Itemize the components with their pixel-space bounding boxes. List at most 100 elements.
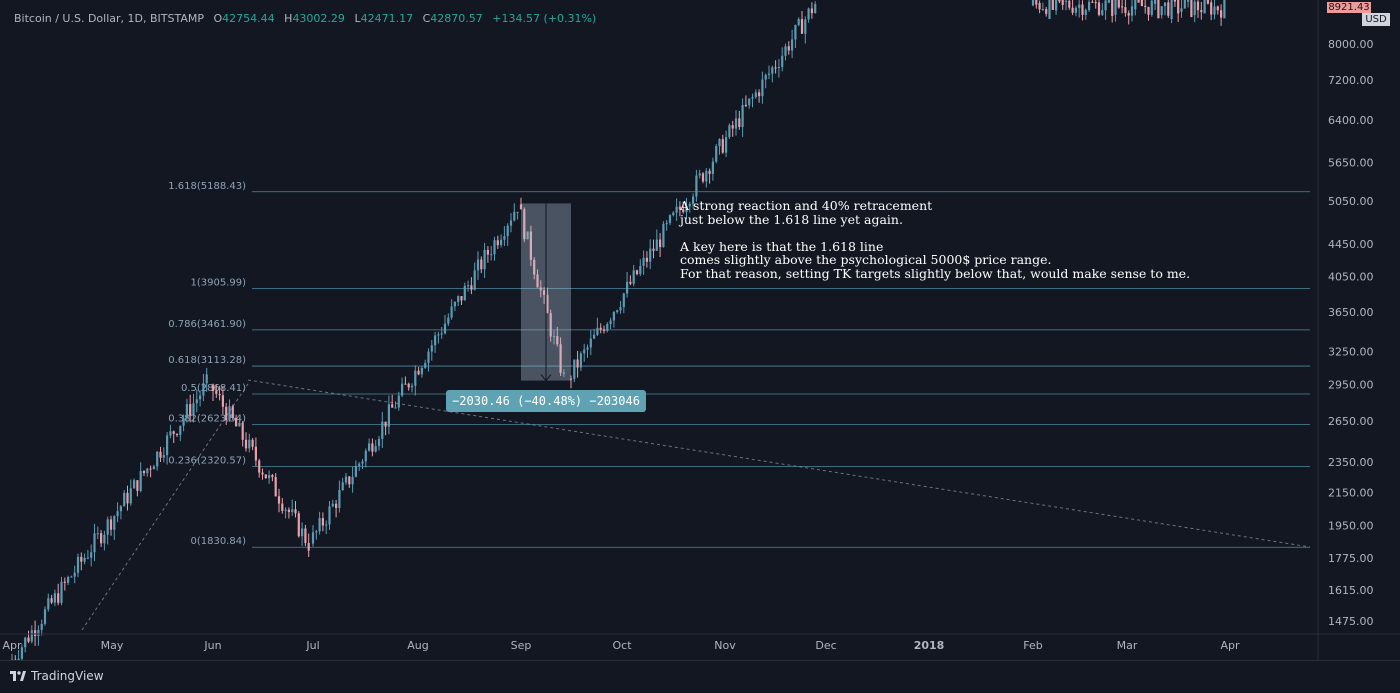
candle-body	[30, 630, 33, 642]
candle-body	[635, 270, 639, 275]
candle-body	[146, 468, 149, 474]
candle-body	[103, 534, 106, 544]
candle-body	[1061, 0, 1064, 6]
candle-body	[711, 161, 714, 174]
candle-body	[156, 451, 159, 467]
candle-body	[175, 433, 179, 435]
candle-body	[1187, 0, 1190, 2]
low-label: L	[354, 12, 361, 25]
candle-body	[70, 576, 73, 578]
candle-body	[1055, 0, 1058, 11]
candle-body	[543, 290, 546, 295]
candle-body	[53, 593, 56, 603]
candle-body	[509, 220, 513, 226]
candle-body	[1101, 10, 1104, 15]
candle-body	[523, 209, 526, 240]
candle-body	[377, 439, 381, 447]
time-tick-label: Oct	[612, 639, 632, 652]
time-tick-label: Apr	[2, 639, 22, 652]
candle-body	[596, 327, 599, 335]
candle-body	[463, 285, 466, 301]
candle-body	[274, 477, 277, 497]
annotation-text[interactable]: A strong reaction and 40% retracement ju…	[680, 198, 1191, 281]
candle-body	[447, 317, 450, 324]
candle-body	[794, 24, 797, 40]
current-price-badge: 8921.43	[1327, 2, 1371, 13]
candle-body	[307, 542, 310, 551]
candle-body	[1045, 9, 1048, 14]
time-tick-label: May	[101, 639, 124, 652]
candle-body	[354, 465, 357, 477]
candle-body	[1193, 1, 1196, 16]
candle-body	[348, 476, 351, 485]
candle-body	[338, 490, 341, 508]
price-tick-label: 3650.00	[1328, 306, 1374, 319]
candle-body	[490, 254, 493, 256]
candle-body	[315, 531, 318, 533]
candle-body	[1216, 6, 1219, 11]
candle-body	[764, 74, 767, 80]
price-tick-label: 5650.00	[1328, 157, 1374, 170]
symbol-title[interactable]: Bitcoin / U.S. Dollar, 1D, BITSTAMP	[14, 12, 204, 25]
candle-body	[248, 439, 251, 449]
candle-body	[291, 509, 294, 513]
candle-body	[552, 336, 556, 338]
candle-body	[202, 383, 205, 396]
change-value: +134.57 (+0.31%)	[492, 12, 597, 25]
candle-body	[24, 637, 27, 648]
candle-body	[665, 222, 668, 224]
candle-body	[83, 557, 86, 562]
candle-body	[496, 240, 499, 246]
candle-body	[480, 259, 483, 270]
candle-body	[486, 249, 489, 255]
candle-body	[1210, 2, 1213, 15]
candle-body	[668, 215, 672, 223]
candle-body	[662, 223, 665, 248]
candle-body	[787, 46, 790, 51]
time-tick-label: Feb	[1023, 639, 1042, 652]
candle-body	[182, 418, 185, 426]
price-tick-label: 1775.00	[1328, 552, 1374, 565]
low-value: 42471.17	[360, 12, 414, 25]
time-tick-label: Mar	[1117, 639, 1138, 652]
price-tick-label: 4050.00	[1328, 270, 1374, 283]
candle-body	[192, 403, 195, 416]
candle-body	[612, 312, 615, 321]
candle-body	[374, 446, 377, 452]
candle-body	[569, 378, 573, 380]
candle-body	[1144, 5, 1147, 7]
candle-body	[1160, 6, 1163, 16]
candle-body	[460, 296, 463, 301]
candle-body	[1111, 0, 1114, 16]
currency-badge[interactable]: USD	[1362, 13, 1390, 26]
candle-body	[17, 658, 20, 661]
candle-body	[113, 516, 116, 530]
price-tick-label: 5050.00	[1328, 195, 1374, 208]
candle-body	[129, 488, 132, 504]
candle-body	[626, 281, 629, 294]
candle-body	[583, 349, 586, 354]
candle-body	[1177, 0, 1180, 14]
candle-body	[228, 406, 231, 421]
candle-body	[258, 460, 261, 473]
candle-body	[549, 313, 552, 337]
price-tick-label: 2950.00	[1328, 378, 1374, 391]
candle-body	[655, 239, 658, 251]
candle-body	[443, 323, 447, 334]
tradingview-logo-icon	[10, 671, 26, 681]
candle-body	[629, 281, 632, 284]
time-tick-label: Jun	[203, 639, 221, 652]
candle-body	[1137, 0, 1140, 3]
candle-body	[1078, 4, 1081, 8]
candle-body	[281, 503, 284, 511]
fib-retracement: 1.618(5188.43) 1(3905.99) 0.786(3461.90) 0.…	[168, 181, 1310, 548]
candle-body	[675, 206, 678, 213]
candle-body	[43, 609, 47, 624]
measure-label[interactable]: −2030.46 (−40.48%) −203046	[446, 390, 646, 412]
candle-body	[705, 170, 708, 182]
price-tick-label: 2350.00	[1328, 456, 1374, 469]
tradingview-logo[interactable]: TradingView	[10, 669, 104, 683]
candle-body	[1206, 0, 1209, 4]
open-value: 42754.44	[222, 12, 275, 25]
